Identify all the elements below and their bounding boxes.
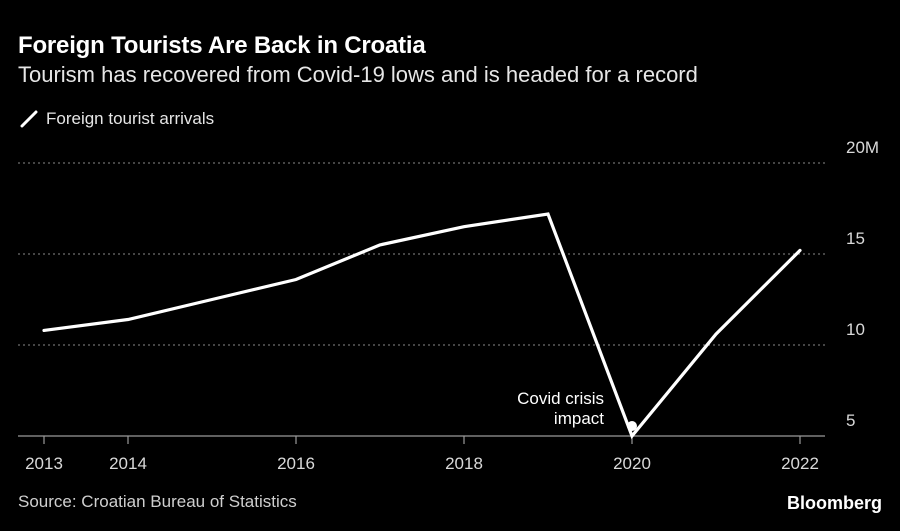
x-tick-label: 2022 [781,454,819,473]
annotation-label-line2: impact [554,409,604,428]
y-tick-label: 10 [846,320,865,339]
x-tick-label: 2014 [109,454,147,473]
y-tick-label: 20M [846,138,879,157]
x-tick-label: 2016 [277,454,315,473]
legend-line-icon [20,110,38,128]
legend-label: Foreign tourist arrivals [46,109,215,128]
annotation-label-line1: Covid crisis [517,389,604,408]
chart-subtitle: Tourism has recovered from Covid-19 lows… [18,62,698,87]
source-note: Source: Croatian Bureau of Statistics [18,492,297,511]
y-tick-label: 15 [846,229,865,248]
x-tick-label: 2013 [25,454,63,473]
bloomberg-logo: Bloomberg [786,493,882,513]
chart-title: Foreign Tourists Are Back in Croatia [18,32,426,59]
annotation-marker [627,421,637,431]
y-tick-label: 5 [846,411,855,430]
legend: Foreign tourist arrivals [18,108,214,130]
series-line [42,212,802,440]
x-tick-label: 2020 [613,454,651,473]
x-tick-label: 2018 [445,454,483,473]
